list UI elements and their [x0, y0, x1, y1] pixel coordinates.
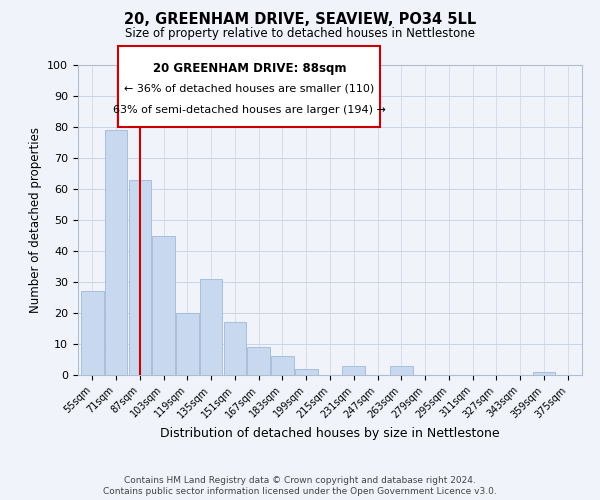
Bar — [81, 292, 104, 375]
Text: ← 36% of detached houses are smaller (110): ← 36% of detached houses are smaller (11… — [124, 84, 374, 94]
Text: 63% of semi-detached houses are larger (194) →: 63% of semi-detached houses are larger (… — [113, 106, 386, 116]
Bar — [533, 372, 555, 375]
Text: 20, GREENHAM DRIVE, SEAVIEW, PO34 5LL: 20, GREENHAM DRIVE, SEAVIEW, PO34 5LL — [124, 12, 476, 28]
Bar — [224, 322, 246, 375]
Bar — [176, 313, 199, 375]
Y-axis label: Number of detached properties: Number of detached properties — [29, 127, 42, 313]
Text: Contains public sector information licensed under the Open Government Licence v3: Contains public sector information licen… — [103, 487, 497, 496]
FancyBboxPatch shape — [118, 46, 380, 127]
Bar — [128, 180, 151, 375]
Bar — [390, 366, 413, 375]
Text: 20 GREENHAM DRIVE: 88sqm: 20 GREENHAM DRIVE: 88sqm — [152, 62, 346, 75]
Bar — [271, 356, 294, 375]
Bar — [295, 369, 317, 375]
Bar — [343, 366, 365, 375]
X-axis label: Distribution of detached houses by size in Nettlestone: Distribution of detached houses by size … — [160, 426, 500, 440]
Bar — [105, 130, 127, 375]
Bar — [247, 347, 270, 375]
Text: Contains HM Land Registry data © Crown copyright and database right 2024.: Contains HM Land Registry data © Crown c… — [124, 476, 476, 485]
Bar — [200, 279, 223, 375]
Text: Size of property relative to detached houses in Nettlestone: Size of property relative to detached ho… — [125, 28, 475, 40]
Bar — [152, 236, 175, 375]
